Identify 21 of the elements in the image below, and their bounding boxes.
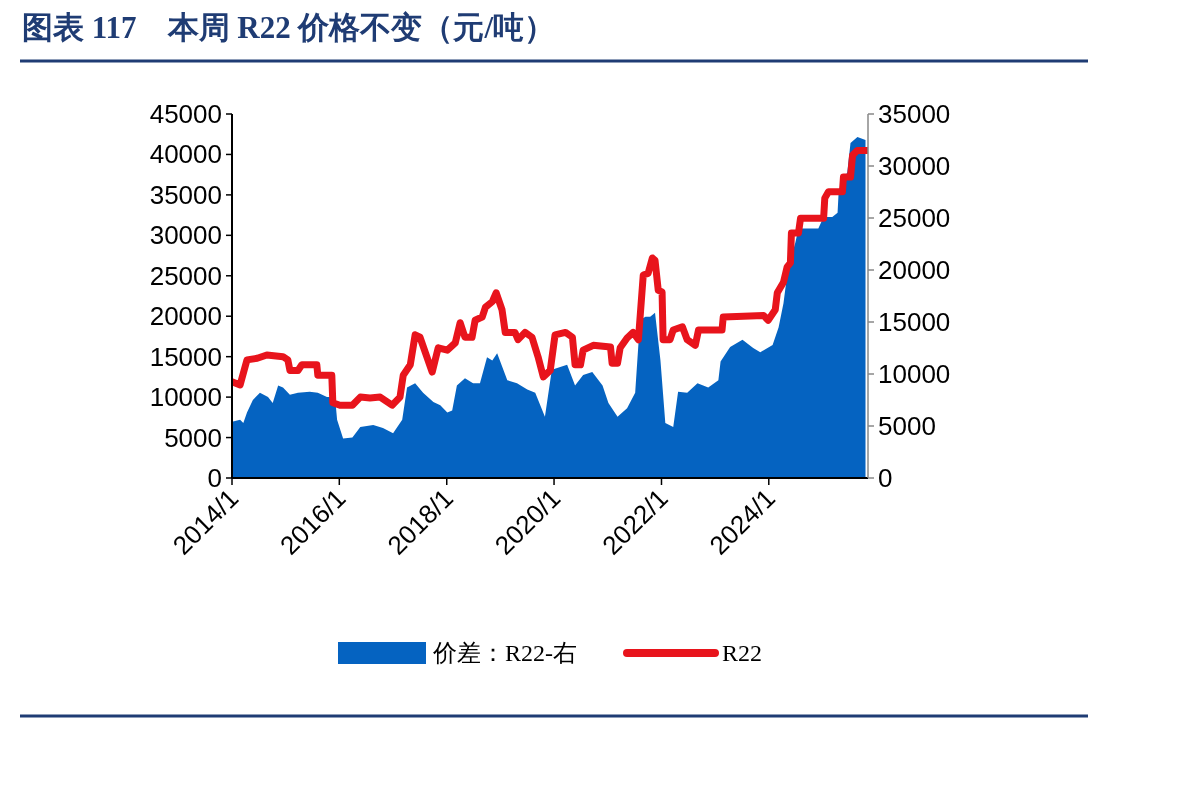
y2-tick-label: 5000 [878, 411, 936, 441]
y-tick-label: 10000 [149, 382, 222, 413]
y2-tick-label: 30000 [878, 151, 951, 181]
y-tick-label: 0 [207, 463, 222, 493]
y-tick-label: 45000 [149, 99, 222, 129]
y2-tick-label: 35000 [878, 99, 951, 129]
legend-label: 价差：R22-右 [431, 640, 577, 666]
y-tick-label: 25000 [149, 260, 222, 291]
legend-label: R22 [721, 640, 763, 666]
y2-tick-label: 15000 [878, 307, 951, 337]
y-tick-label: 15000 [149, 341, 222, 372]
chart-title: 图表 117 本周 R22 价格不变（元/吨） [22, 10, 556, 45]
y2-tick-label: 20000 [878, 255, 951, 285]
y-tick-label: 30000 [149, 220, 222, 251]
y-tick-label: 20000 [149, 301, 222, 332]
y2-tick-label: 10000 [878, 359, 951, 389]
y-tick-label: 40000 [149, 139, 222, 170]
y2-tick-label: 25000 [878, 203, 951, 233]
y-tick-label: 35000 [149, 179, 222, 210]
y2-tick-label: 0 [878, 463, 893, 493]
y-tick-label: 5000 [164, 422, 222, 453]
